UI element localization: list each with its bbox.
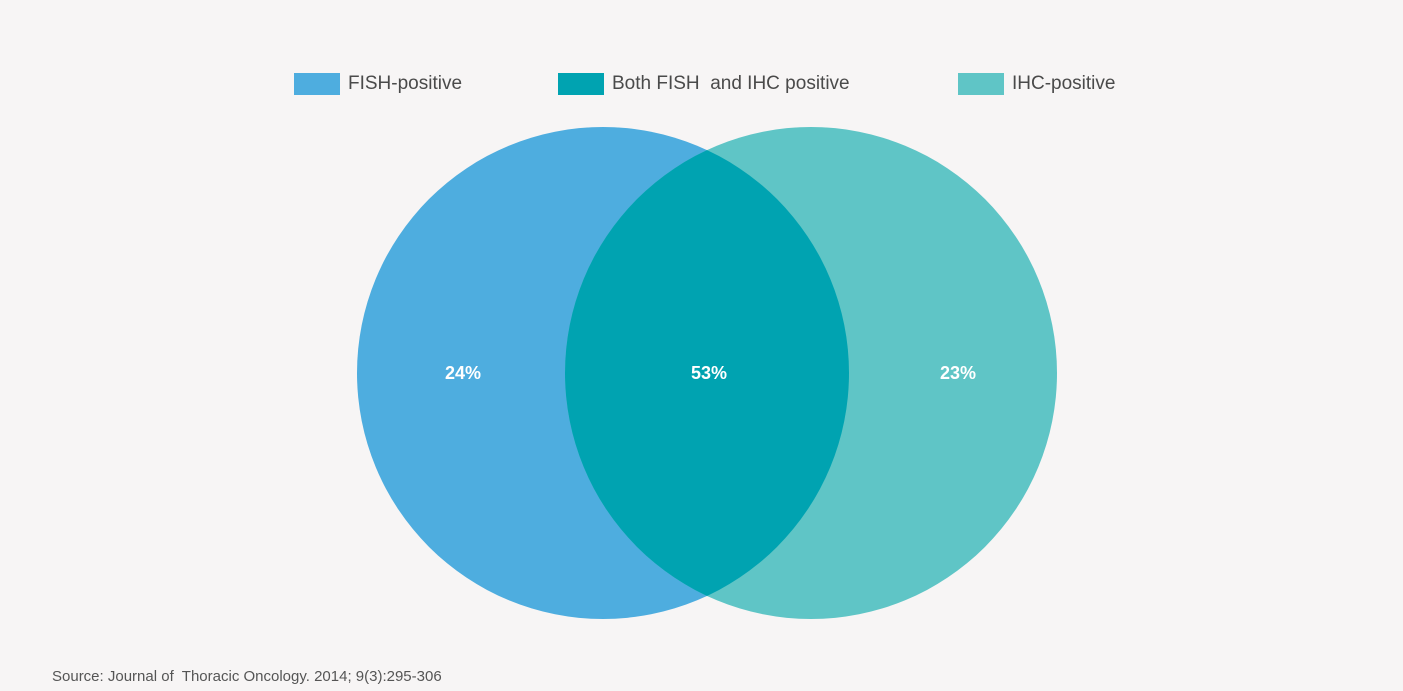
legend-item-ihc-positive: IHC-positive xyxy=(958,72,1115,96)
legend-label-fish-positive: FISH-positive xyxy=(348,73,463,94)
ihc-only-percentage: 23% xyxy=(940,363,976,383)
both-percentage: 53% xyxy=(691,363,727,383)
legend-label-both-positive: Both FISH and IHC positive xyxy=(612,73,850,94)
intersection-region xyxy=(565,127,849,619)
legend: FISH-positive Both FISH and IHC positive… xyxy=(0,0,1403,120)
source-citation: Source: Journal of Thoracic Oncology. 20… xyxy=(52,668,442,685)
legend-swatch-fish-positive xyxy=(294,73,340,95)
legend-label-ihc-positive: IHC-positive xyxy=(1012,73,1116,94)
legend-swatch-both-positive xyxy=(558,73,604,95)
legend-item-both-positive: Both FISH and IHC positive xyxy=(558,72,850,96)
legend-swatch-ihc-positive xyxy=(958,73,1004,95)
legend-item-fish-positive: FISH-positive xyxy=(294,72,462,96)
fish-only-percentage: 24% xyxy=(445,363,481,383)
